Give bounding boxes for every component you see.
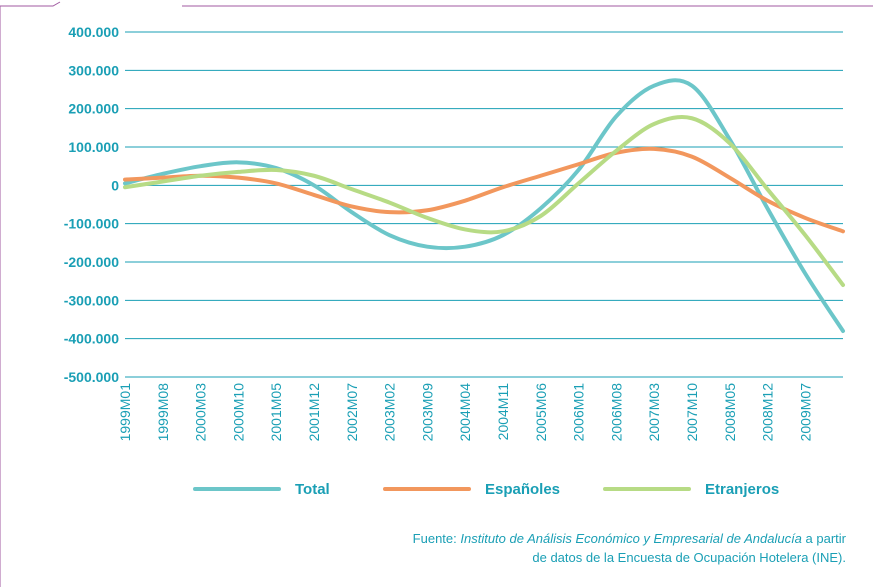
y-tick-label: -500.000 — [64, 369, 119, 385]
source-suffix: a partir — [801, 531, 846, 546]
x-tick-label: 1999M08 — [155, 383, 171, 442]
x-tick-label: 2005M06 — [533, 383, 549, 442]
legend-label-etranjeros: Etranjeros — [705, 480, 780, 498]
y-tick-label: -400.000 — [64, 331, 119, 347]
x-tick-label: 1999M01 — [117, 383, 133, 442]
legend-swatch-total — [193, 487, 281, 491]
x-tick-label: 2004M11 — [495, 383, 511, 441]
grid-layer — [125, 31, 843, 378]
y-tick-label: 100.000 — [68, 139, 119, 155]
legend-item-etranjeros: Etranjeros — [603, 477, 779, 501]
legend-swatch-etranjeros — [603, 487, 691, 491]
x-tick-label: 2007M10 — [684, 383, 700, 442]
y-tick-label: -300.000 — [64, 292, 119, 308]
series-line-total — [123, 78, 845, 333]
y-tick-label: 400.000 — [68, 24, 119, 40]
y-tick-label: 0 — [111, 177, 119, 193]
legend-label-total: Total — [295, 480, 330, 498]
x-axis: 1999M01 1999M08 2000M03 2000M10 2001M05 2001M… — [117, 383, 813, 442]
x-tick-label: 2008M12 — [760, 383, 776, 442]
y-tick-label: -100.000 — [64, 216, 119, 232]
x-tick-label: 2004M04 — [457, 383, 473, 442]
source-line2: de datos de la Encuesta de Ocupación Hot… — [532, 550, 846, 565]
x-tick-label: 2000M10 — [230, 383, 246, 442]
frame-border-left — [0, 1, 61, 587]
x-tick-label: 2009M07 — [797, 383, 813, 442]
series-line-etranjeros — [123, 115, 845, 287]
x-tick-label: 2003M02 — [382, 383, 398, 442]
legend-swatch-espanoles — [383, 487, 471, 491]
x-tick-label: 2006M01 — [571, 383, 587, 442]
legend: Total Españoles Etranjeros — [193, 477, 813, 501]
source-institution: Instituto de Análisis Económico y Empres… — [460, 531, 802, 546]
source-prefix: Fuente: — [412, 531, 461, 546]
series-line-espanoles — [123, 146, 845, 234]
y-tick-label: -200.000 — [64, 254, 119, 270]
x-tick-label: 2001M12 — [306, 383, 322, 442]
source-note: Fuente: Instituto de Análisis Económico … — [286, 529, 846, 567]
x-tick-label: 2000M03 — [193, 383, 209, 442]
legend-label-espanoles: Españoles — [485, 480, 561, 498]
series-layer — [123, 78, 845, 333]
x-tick-label: 2006M08 — [608, 383, 624, 442]
y-tick-label: 200.000 — [68, 101, 119, 117]
legend-item-espanoles: Españoles — [383, 477, 560, 501]
x-tick-label: 2002M07 — [344, 383, 360, 442]
x-tick-label: 2001M05 — [268, 383, 284, 442]
x-tick-label: 2003M09 — [419, 383, 435, 442]
x-tick-label: 2007M03 — [646, 383, 662, 442]
y-tick-label: 300.000 — [68, 62, 119, 78]
x-tick-label: 2008M05 — [722, 383, 738, 442]
y-axis: 400.000 300.000 200.000 100.000 0 -100.000 -20… — [64, 24, 119, 385]
legend-item-total: Total — [193, 477, 330, 501]
